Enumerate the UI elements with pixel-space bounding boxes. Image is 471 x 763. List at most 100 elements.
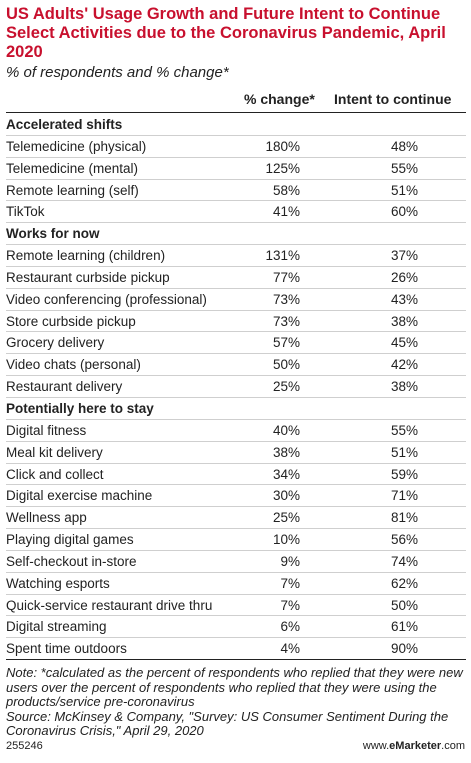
table-body: Accelerated shifts Telemedicine (physical…: [6, 114, 466, 661]
row-label: Digital streaming: [6, 619, 107, 635]
row-label: Spent time outdoors: [6, 641, 127, 657]
row-label: Telemedicine (physical): [6, 138, 147, 154]
chart-subtitle: % of respondents and % change*: [6, 64, 229, 81]
row-change-value: 7%: [280, 597, 300, 613]
row-change-value: 50%: [272, 357, 300, 373]
table-row: Spent time outdoors 4% 90%: [6, 638, 466, 661]
table-row: Telemedicine (mental) 125% 55%: [6, 158, 466, 180]
row-label: TikTok: [6, 204, 45, 220]
row-intent-value: 81%: [390, 510, 418, 526]
row-label: Store curbside pickup: [6, 313, 136, 329]
row-change-value: 73%: [272, 313, 300, 329]
row-change-value: 34%: [272, 466, 300, 482]
brand-suffix: .com: [441, 740, 465, 752]
row-change-value: 131%: [265, 248, 300, 264]
row-change-value: 9%: [280, 553, 300, 569]
row-intent-value: 38%: [390, 313, 418, 329]
section-label: Accelerated shifts: [6, 117, 123, 132]
brand-prefix: www.: [362, 740, 390, 752]
row-change-value: 180%: [265, 138, 300, 154]
row-label: Self-checkout in-store: [6, 553, 137, 569]
table-row: Digital fitness 40% 55%: [6, 420, 466, 442]
row-change-value: 125%: [265, 160, 300, 176]
table-header: % change* Intent to continue: [6, 86, 466, 113]
row-intent-value: 50%: [390, 597, 418, 613]
row-change-value: 38%: [272, 444, 300, 460]
row-change-value: 57%: [272, 335, 300, 351]
row-label: Telemedicine (mental): [6, 160, 139, 176]
row-label: Restaurant delivery: [6, 379, 123, 395]
row-intent-value: 59%: [390, 466, 418, 482]
section-header: Accelerated shifts: [6, 114, 466, 136]
row-intent-value: 55%: [390, 160, 418, 176]
row-intent-value: 62%: [390, 575, 418, 591]
row-intent-value: 45%: [390, 335, 418, 351]
chart-title: US Adults' Usage Growth and Future Inten…: [6, 5, 446, 61]
row-label: Wellness app: [6, 510, 87, 526]
table-row: Click and collect 34% 59%: [6, 464, 466, 486]
row-change-value: 41%: [272, 204, 300, 220]
table-row: Video chats (personal) 50% 42%: [6, 354, 466, 377]
note-text: Note: *calculated as the percent of resp…: [6, 665, 463, 709]
row-label: Playing digital games: [6, 532, 134, 548]
table-row: Remote learning (children) 131% 37%: [6, 245, 466, 267]
row-change-value: 30%: [272, 488, 300, 504]
row-intent-value: 37%: [390, 248, 418, 264]
table-row: Quick-service restaurant drive thru 7% 50%: [6, 595, 466, 617]
column-header-intent: Intent to continue: [334, 91, 452, 107]
column-header-change: % change*: [244, 91, 315, 107]
row-change-value: 4%: [280, 641, 300, 657]
row-label: Click and collect: [6, 466, 104, 482]
table-row: Digital streaming 6% 61%: [6, 616, 466, 639]
row-change-value: 6%: [280, 619, 300, 635]
row-label: Video chats (personal): [6, 357, 141, 373]
row-intent-value: 71%: [390, 488, 418, 504]
table-row: TikTok 41% 60%: [6, 201, 466, 224]
row-change-value: 58%: [272, 182, 300, 198]
source-text: Source: McKinsey & Company, "Survey: US …: [6, 708, 449, 738]
row-label: Digital fitness: [6, 422, 87, 438]
table-row: Telemedicine (physical) 180% 48%: [6, 136, 466, 158]
table-row: Digital exercise machine 30% 71%: [6, 485, 466, 508]
row-intent-value: 26%: [390, 269, 418, 285]
row-change-value: 73%: [272, 291, 300, 307]
footnote: Note: *calculated as the percent of resp…: [6, 665, 468, 739]
table-row: Self-checkout in-store 9% 74%: [6, 551, 466, 573]
row-label: Remote learning (children): [6, 248, 166, 264]
section-header: Potentially here to stay: [6, 398, 466, 420]
row-change-value: 25%: [272, 510, 300, 526]
table-row: Playing digital games 10% 56%: [6, 529, 466, 551]
row-intent-value: 90%: [390, 641, 418, 657]
row-label: Digital exercise machine: [6, 488, 153, 504]
table-row: Video conferencing (professional) 73% 43%: [6, 289, 466, 311]
row-label: Grocery delivery: [6, 335, 105, 351]
row-label: Restaurant curbside pickup: [6, 269, 170, 285]
table-row: Meal kit delivery 38% 51%: [6, 442, 466, 464]
row-intent-value: 51%: [390, 182, 418, 198]
row-change-value: 40%: [272, 422, 300, 438]
section-label: Potentially here to stay: [6, 400, 154, 416]
table-row: Restaurant curbside pickup 77% 26%: [6, 267, 466, 289]
row-label: Quick-service restaurant drive thru: [6, 597, 213, 613]
row-intent-value: 43%: [390, 291, 418, 307]
row-intent-value: 61%: [390, 619, 418, 635]
row-intent-value: 55%: [390, 422, 418, 438]
row-label: Meal kit delivery: [6, 444, 103, 460]
row-change-value: 10%: [272, 532, 300, 548]
table-row: Grocery delivery 57% 45%: [6, 332, 466, 355]
chart-id: 255246: [6, 740, 43, 752]
row-label: Video conferencing (professional): [6, 291, 207, 307]
table-row: Wellness app 25% 81%: [6, 507, 466, 530]
section-label: Works for now: [6, 226, 100, 242]
row-intent-value: 42%: [390, 357, 418, 373]
brand-name: eMarketer: [389, 740, 442, 752]
row-intent-value: 38%: [390, 379, 418, 395]
table-row: Restaurant delivery 25% 38%: [6, 376, 466, 398]
table-row: Remote learning (self) 58% 51%: [6, 180, 466, 202]
row-intent-value: 74%: [390, 553, 418, 569]
table-row: Watching esports 7% 62%: [6, 573, 466, 595]
brand-logo: www.eMarketer.com: [363, 740, 465, 752]
row-change-value: 7%: [280, 575, 300, 591]
row-label: Remote learning (self): [6, 182, 139, 198]
row-intent-value: 48%: [390, 138, 418, 154]
